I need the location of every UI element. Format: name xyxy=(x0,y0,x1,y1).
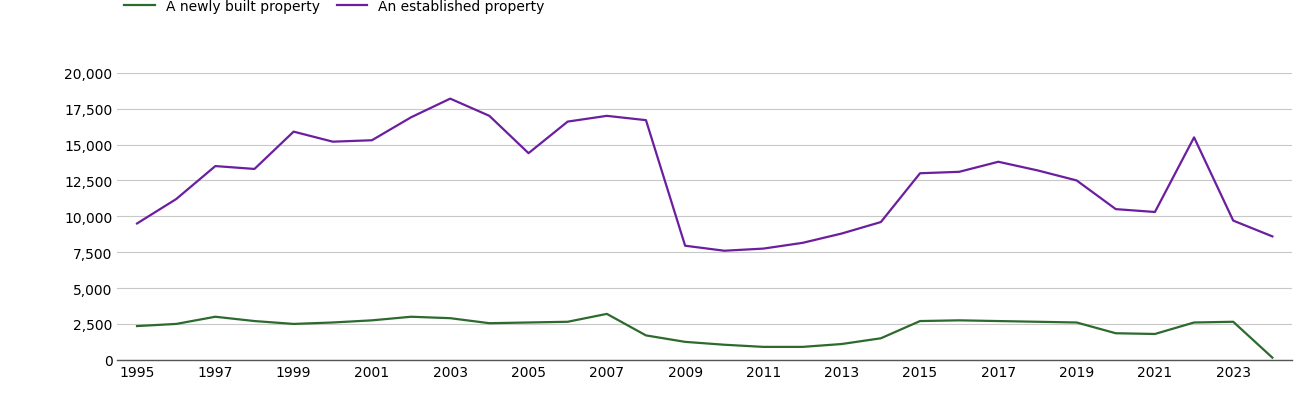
An established property xyxy=(873,220,889,225)
A newly built property xyxy=(129,324,145,329)
A newly built property xyxy=(795,344,810,349)
An established property xyxy=(677,244,693,249)
A newly built property xyxy=(325,320,341,325)
An established property xyxy=(756,247,771,252)
An established property xyxy=(912,171,928,176)
A newly built property xyxy=(873,336,889,341)
A newly built property xyxy=(990,319,1006,324)
An established property xyxy=(1147,210,1163,215)
A newly built property xyxy=(912,319,928,324)
A newly built property xyxy=(207,315,223,319)
An established property xyxy=(325,140,341,145)
A newly built property xyxy=(560,319,576,324)
An established property xyxy=(442,97,458,102)
A newly built property xyxy=(1186,320,1202,325)
A newly built property xyxy=(364,318,380,323)
A newly built property xyxy=(1108,331,1124,336)
An established property xyxy=(795,241,810,246)
A newly built property xyxy=(1265,355,1280,360)
A newly built property xyxy=(286,321,301,326)
A newly built property xyxy=(1069,320,1084,325)
An established property xyxy=(521,151,536,156)
A newly built property xyxy=(599,312,615,317)
A newly built property xyxy=(951,318,967,323)
An established property xyxy=(560,120,576,125)
An established property xyxy=(129,222,145,227)
A newly built property xyxy=(442,316,458,321)
A newly built property xyxy=(638,333,654,338)
An established property xyxy=(1030,169,1045,173)
An established property xyxy=(1069,178,1084,183)
An established property xyxy=(951,170,967,175)
An established property xyxy=(638,119,654,124)
An established property xyxy=(1225,218,1241,223)
An established property xyxy=(990,160,1006,165)
Legend: A newly built property, An established property: A newly built property, An established p… xyxy=(124,0,544,14)
A newly built property xyxy=(1147,332,1163,337)
A newly built property xyxy=(247,319,262,324)
An established property xyxy=(834,231,850,236)
A newly built property xyxy=(677,339,693,344)
An established property xyxy=(403,116,419,121)
An established property xyxy=(1265,234,1280,239)
A newly built property xyxy=(168,321,184,326)
An established property xyxy=(286,130,301,135)
A newly built property xyxy=(834,342,850,347)
A newly built property xyxy=(521,320,536,325)
An established property xyxy=(482,114,497,119)
An established property xyxy=(1108,207,1124,212)
A newly built property xyxy=(482,321,497,326)
An established property xyxy=(364,138,380,143)
A newly built property xyxy=(1030,319,1045,324)
An established property xyxy=(599,114,615,119)
An established property xyxy=(1186,135,1202,140)
An established property xyxy=(716,249,732,254)
Line: An established property: An established property xyxy=(137,99,1272,251)
An established property xyxy=(247,167,262,172)
A newly built property xyxy=(1225,319,1241,324)
A newly built property xyxy=(756,344,771,349)
A newly built property xyxy=(716,342,732,347)
A newly built property xyxy=(403,315,419,319)
An established property xyxy=(207,164,223,169)
Line: A newly built property: A newly built property xyxy=(137,314,1272,358)
An established property xyxy=(168,197,184,202)
